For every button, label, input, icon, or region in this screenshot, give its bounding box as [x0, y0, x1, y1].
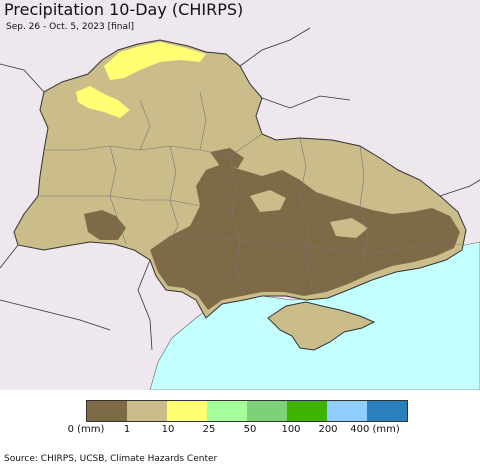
legend-swatch-1 — [127, 401, 167, 421]
legend-swatch-200 — [327, 401, 367, 421]
oblast-borders — [40, 91, 463, 297]
country-borders — [0, 27, 480, 351]
legend-swatch-10 — [167, 401, 207, 421]
legend-swatch-400 — [367, 401, 407, 421]
legend-swatch-0 — [87, 401, 127, 421]
wet-zone-north — [104, 42, 206, 80]
page-title: Precipitation 10-Day (CHIRPS) — [4, 0, 244, 19]
date-range-subtitle: Sep. 26 - Oct. 5, 2023 [final] — [6, 22, 135, 32]
source-credit: Source: CHIRPS, UCSB, Climate Hazards Ce… — [4, 454, 218, 464]
legend-tick-10: 10 — [161, 424, 175, 435]
legend-tick-100: 100 — [281, 424, 301, 435]
light-patch-b — [330, 218, 368, 238]
dry-zone — [150, 164, 460, 310]
legend-tick-400: 400 (mm) — [350, 424, 400, 435]
legend-tick-0: 0 (mm) — [67, 424, 105, 435]
legend-tick-1: 1 — [123, 424, 131, 435]
ukraine-precipitation-map — [0, 0, 480, 390]
dry-patch-north — [210, 148, 244, 168]
legend-tick-50: 50 — [243, 424, 257, 435]
wet-zone-northwest — [76, 86, 130, 118]
light-patch-a — [250, 190, 286, 212]
dry-patch-west — [84, 210, 126, 240]
precipitation-legend: 0 (mm) 1 10 25 50 100 200 400 (mm) — [0, 398, 480, 438]
crimea — [267, 301, 376, 351]
legend-swatch-25 — [207, 401, 247, 421]
legend-swatch-100 — [287, 401, 327, 421]
legend-swatch-50 — [247, 401, 287, 421]
legend-tick-200: 200 — [318, 424, 338, 435]
legend-swatches — [86, 400, 408, 422]
legend-tick-25: 25 — [202, 424, 216, 435]
